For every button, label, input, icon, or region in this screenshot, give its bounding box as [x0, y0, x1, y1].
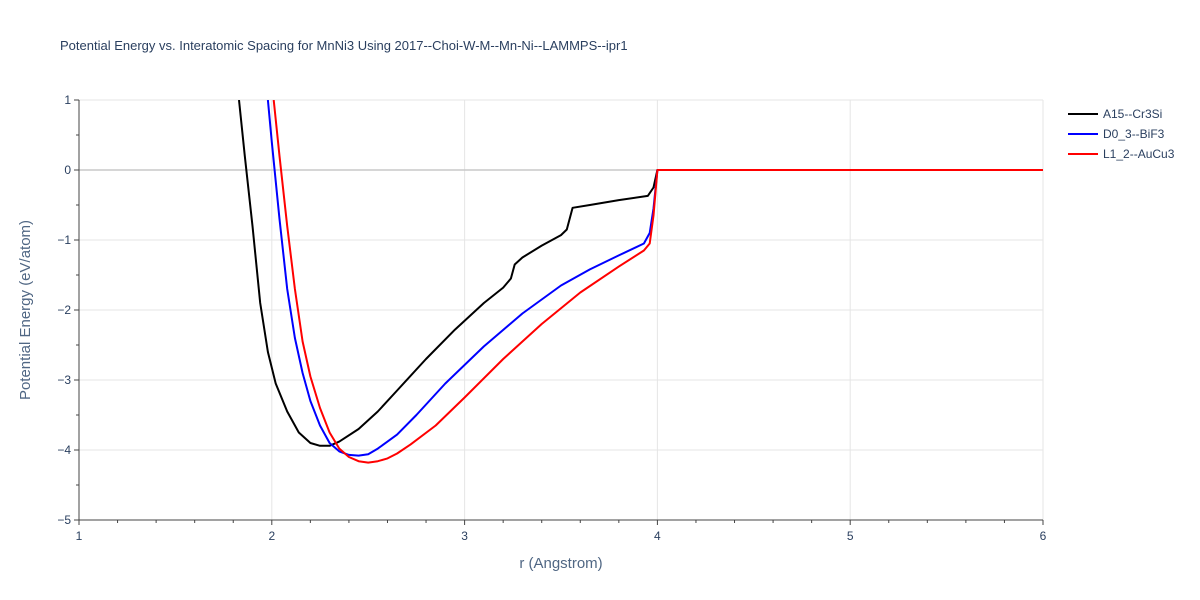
x-tick-label: 4 — [654, 529, 661, 543]
x-tick-label: 5 — [847, 529, 854, 543]
tick-labels: 1 0 −1 −2 −3 −4 −5 1 2 3 4 5 6 — [57, 93, 1046, 543]
y-tick-label: 1 — [64, 93, 71, 107]
legend[interactable]: A15--Cr3Si D0_3--BiF3 L1_2--AuCu3 — [1068, 107, 1175, 161]
plot-lines — [238, 100, 1043, 464]
y-tick-label: −1 — [57, 233, 71, 247]
x-axis-title: r (Angstrom) — [519, 555, 602, 572]
axes — [74, 99, 1044, 525]
chart-title: Potential Energy vs. Interatomic Spacing… — [60, 38, 628, 53]
legend-item-3[interactable]: L1_2--AuCu3 — [1068, 147, 1175, 161]
legend-label: L1_2--AuCu3 — [1103, 147, 1175, 161]
y-tick-label: −4 — [57, 443, 71, 457]
x-tick-label: 3 — [461, 529, 468, 543]
y-axis-title: Potential Energy (eV/atom) — [17, 220, 34, 400]
legend-item-2[interactable]: D0_3--BiF3 — [1068, 127, 1165, 141]
y-tick-label: −3 — [57, 373, 71, 387]
y-tick-label: −2 — [57, 303, 71, 317]
legend-label: D0_3--BiF3 — [1103, 127, 1165, 141]
y-tick-label: −5 — [57, 513, 71, 527]
x-tick-label: 1 — [76, 529, 83, 543]
legend-item-1[interactable]: A15--Cr3Si — [1068, 107, 1162, 121]
legend-label: A15--Cr3Si — [1103, 107, 1162, 121]
series-line-3[interactable] — [272, 100, 1043, 464]
x-tick-label: 6 — [1040, 529, 1047, 543]
series-line-1[interactable] — [238, 100, 1043, 447]
y-tick-label: 0 — [64, 163, 71, 177]
x-tick-label: 2 — [268, 529, 275, 543]
